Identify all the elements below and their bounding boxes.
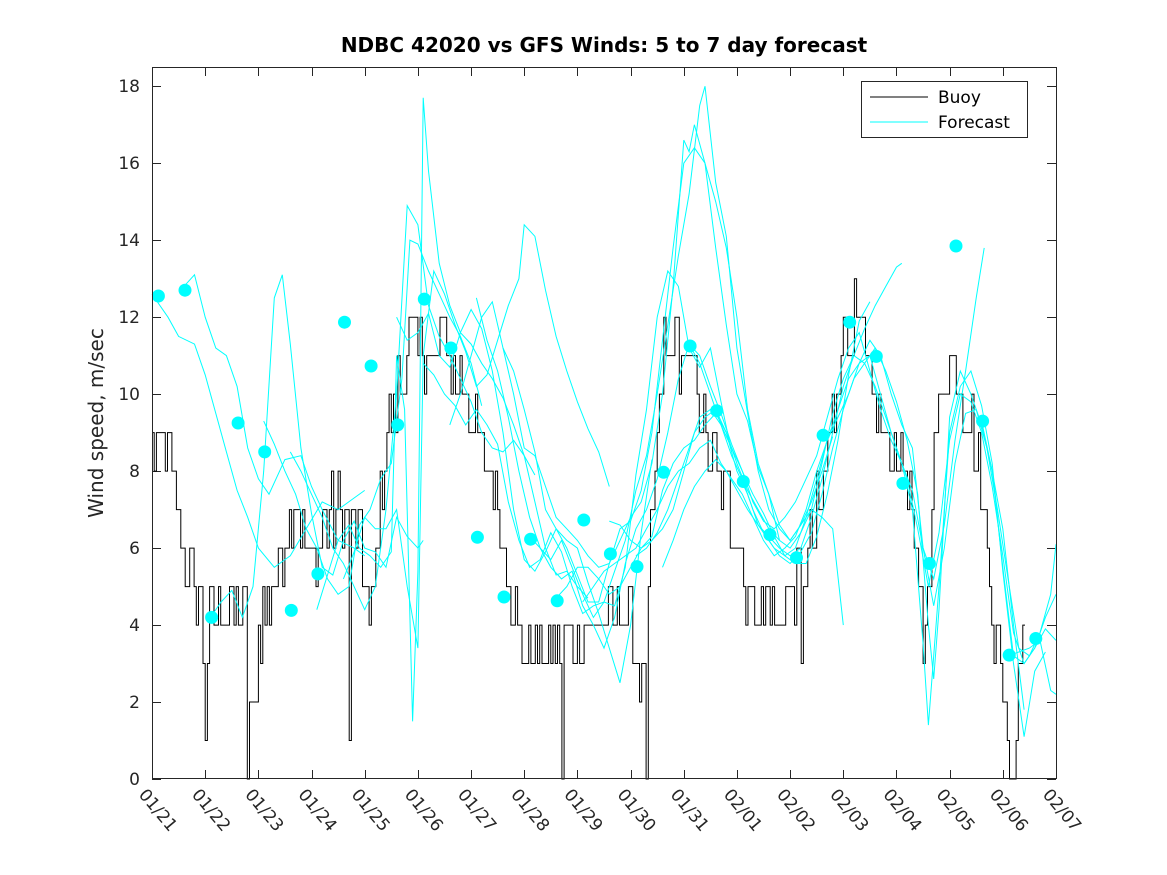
forecast-marker-27	[843, 315, 857, 329]
forecast-marker-7	[311, 567, 325, 581]
forecast-line-19	[688, 343, 1057, 657]
forecast-marker-9	[364, 359, 378, 373]
legend: Buoy Forecast	[861, 81, 1028, 138]
forecast-marker-10	[391, 418, 405, 432]
forecast-marker-22	[710, 404, 724, 418]
y-tick-label-2: 4	[129, 616, 140, 636]
forecast-marker-32	[976, 414, 990, 428]
chart-title: NDBC 42020 vs GFS Winds: 5 to 7 day fore…	[341, 33, 868, 57]
forecast-marker-1	[151, 289, 165, 303]
forecast-line-8	[396, 308, 653, 683]
forecast-marker-34	[1029, 632, 1043, 645]
plot-area-background	[152, 67, 1056, 779]
forecast-line-4	[263, 239, 483, 596]
y-tick-label-8: 16	[118, 154, 140, 174]
forecast-marker-31	[949, 239, 963, 253]
forecast-line-13	[529, 301, 871, 650]
forecast-marker-15	[524, 532, 538, 546]
forecast-line-10	[449, 124, 780, 568]
forecast-marker-26	[816, 428, 830, 442]
forecast-marker-12	[444, 341, 458, 355]
forecast-line-7	[342, 223, 610, 649]
forecast-line-1	[151, 293, 365, 568]
forecast-line-16	[609, 346, 1025, 710]
forecast-marker-11	[417, 292, 431, 306]
forecast-marker-29	[896, 476, 910, 490]
forecast-marker-13	[470, 530, 484, 544]
forecast-marker-24	[763, 528, 777, 542]
forecast-line-6	[316, 97, 589, 722]
y-tick-label-6: 12	[118, 308, 140, 328]
y-tick-label-4: 8	[129, 462, 140, 482]
forecast-line-5	[289, 203, 536, 611]
forecast-line-20	[981, 420, 1057, 665]
forecast-marker-21	[683, 339, 697, 353]
forecast-marker-17	[577, 513, 591, 527]
forecast-marker-28	[869, 349, 883, 363]
forecast-marker-19	[630, 560, 644, 574]
y-tick-label-3: 6	[129, 539, 140, 559]
buoy-line	[152, 278, 1025, 780]
forecast-marker-5	[258, 445, 272, 459]
plot-frame	[152, 67, 1057, 779]
forecast-marker-2	[178, 283, 192, 297]
forecast-markers	[151, 239, 1043, 662]
forecast-marker-8	[338, 315, 351, 329]
legend-buoy-label: Buoy	[938, 88, 981, 108]
forecast-line-12	[502, 146, 834, 603]
y-tick-label-7: 14	[118, 231, 140, 251]
forecast-marker-16	[550, 594, 564, 608]
y-tick-label-9: 18	[118, 77, 140, 97]
forecast-line-18	[662, 354, 1057, 665]
y-tick-label-5: 10	[118, 385, 140, 405]
y-tick-label-0: 0	[129, 770, 140, 790]
forecast-line-17	[635, 331, 1046, 737]
y-tick-label-1: 2	[129, 693, 140, 713]
forecast-marker-30	[922, 557, 936, 570]
forecast-series	[151, 86, 1057, 737]
buoy-series	[152, 278, 1025, 780]
forecast-marker-33	[1002, 648, 1016, 662]
forecast-marker-23	[736, 475, 750, 488]
legend-forecast-label: Forecast	[938, 113, 1010, 133]
forecast-marker-4	[231, 416, 245, 430]
forecast-line-2	[183, 273, 365, 557]
forecast-marker-20	[657, 465, 671, 479]
forecast-line-9	[422, 269, 733, 615]
forecast-marker-14	[497, 590, 511, 604]
forecast-marker-3	[205, 610, 219, 624]
y-axis-label: Wind speed, m/sec	[84, 328, 108, 518]
legend-box	[861, 81, 1028, 138]
forecast-marker-6	[284, 603, 298, 617]
y-tick-labels: 0 2 4 6 8 10 12 14 16 18	[118, 77, 140, 790]
forecast-line-11	[475, 86, 844, 626]
forecast-marker-18	[603, 547, 617, 561]
forecast-marker-25	[790, 551, 803, 565]
